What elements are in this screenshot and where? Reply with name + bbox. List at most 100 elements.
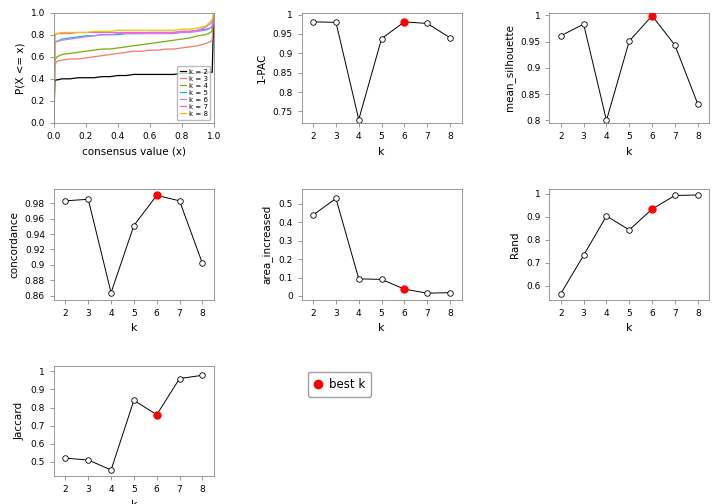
- k = 4: [138, 42, 146, 48]
- k = 7: [114, 29, 122, 35]
- k = 3: [130, 48, 138, 54]
- k = 3: [161, 46, 170, 52]
- k = 5: [98, 32, 107, 38]
- k = 3: [106, 51, 114, 57]
- k = 4: [81, 48, 90, 54]
- k = 3: [51, 60, 60, 67]
- k = 8: [106, 28, 114, 34]
- k = 7: [51, 32, 60, 38]
- k = 3: [178, 45, 186, 51]
- k = 5: [50, 120, 58, 126]
- k = 5: [207, 25, 215, 31]
- k = 2: [202, 69, 210, 75]
- k = 5: [178, 28, 186, 34]
- Y-axis label: Jaccard: Jaccard: [15, 402, 25, 440]
- k = 7: [122, 29, 130, 35]
- k = 3: [153, 47, 162, 53]
- k = 5: [161, 29, 170, 35]
- k = 2: [169, 72, 178, 78]
- k = 8: [178, 26, 186, 32]
- k = 7: [53, 31, 61, 37]
- Line: k = 5: k = 5: [54, 13, 214, 123]
- k = 6: [50, 39, 59, 45]
- X-axis label: k: k: [378, 147, 385, 157]
- X-axis label: k: k: [378, 323, 385, 333]
- k = 7: [81, 29, 90, 35]
- X-axis label: k: k: [626, 147, 633, 157]
- k = 4: [186, 35, 194, 41]
- k = 4: [169, 37, 178, 43]
- k = 4: [161, 38, 170, 44]
- k = 5: [153, 29, 162, 35]
- k = 2: [50, 78, 59, 84]
- k = 3: [98, 52, 107, 58]
- k = 4: [73, 49, 82, 55]
- k = 7: [106, 29, 114, 35]
- k = 7: [186, 28, 194, 34]
- X-axis label: k: k: [626, 323, 633, 333]
- k = 3: [169, 46, 178, 52]
- k = 4: [130, 43, 138, 49]
- k = 2: [194, 70, 202, 76]
- X-axis label: k: k: [130, 323, 137, 333]
- k = 3: [145, 47, 154, 53]
- k = 8: [114, 27, 122, 33]
- k = 6: [50, 120, 58, 126]
- Y-axis label: area_increased: area_increased: [262, 205, 273, 284]
- k = 5: [202, 26, 210, 32]
- k = 6: [210, 10, 218, 16]
- Y-axis label: P(X <= x): P(X <= x): [15, 42, 25, 94]
- k = 5: [51, 39, 60, 45]
- k = 7: [89, 29, 98, 35]
- k = 4: [122, 44, 130, 50]
- k = 7: [50, 120, 58, 126]
- k = 5: [73, 34, 82, 40]
- k = 3: [114, 50, 122, 56]
- k = 2: [98, 74, 107, 80]
- k = 7: [194, 27, 202, 33]
- k = 8: [50, 120, 58, 126]
- k = 4: [58, 51, 66, 57]
- k = 2: [73, 75, 82, 81]
- k = 6: [169, 31, 178, 37]
- k = 3: [194, 43, 202, 49]
- k = 4: [51, 56, 60, 62]
- k = 2: [161, 72, 170, 78]
- k = 5: [208, 24, 217, 30]
- k = 8: [153, 27, 162, 33]
- k = 2: [89, 75, 98, 81]
- k = 5: [81, 33, 90, 39]
- k = 3: [81, 55, 90, 61]
- k = 7: [58, 31, 66, 37]
- k = 2: [186, 70, 194, 76]
- k = 6: [89, 33, 98, 39]
- k = 5: [194, 27, 202, 33]
- k = 2: [178, 70, 186, 76]
- k = 6: [122, 31, 130, 37]
- k = 3: [208, 37, 217, 43]
- k = 7: [207, 21, 215, 27]
- Line: k = 8: k = 8: [54, 13, 214, 123]
- k = 6: [194, 28, 202, 34]
- k = 3: [122, 49, 130, 55]
- k = 2: [207, 69, 215, 75]
- k = 6: [178, 29, 186, 35]
- k = 2: [145, 72, 154, 78]
- k = 7: [202, 24, 210, 30]
- k = 3: [186, 44, 194, 50]
- k = 6: [53, 38, 61, 44]
- k = 2: [210, 10, 218, 16]
- k = 6: [138, 31, 146, 37]
- Line: k = 6: k = 6: [54, 13, 214, 123]
- X-axis label: k: k: [130, 500, 137, 504]
- k = 8: [122, 27, 130, 33]
- k = 6: [73, 35, 82, 41]
- k = 4: [66, 50, 74, 56]
- k = 4: [207, 29, 215, 35]
- k = 5: [169, 29, 178, 35]
- k = 6: [161, 31, 170, 37]
- k = 5: [106, 32, 114, 38]
- k = 3: [207, 38, 215, 44]
- k = 5: [50, 40, 59, 46]
- k = 7: [130, 29, 138, 35]
